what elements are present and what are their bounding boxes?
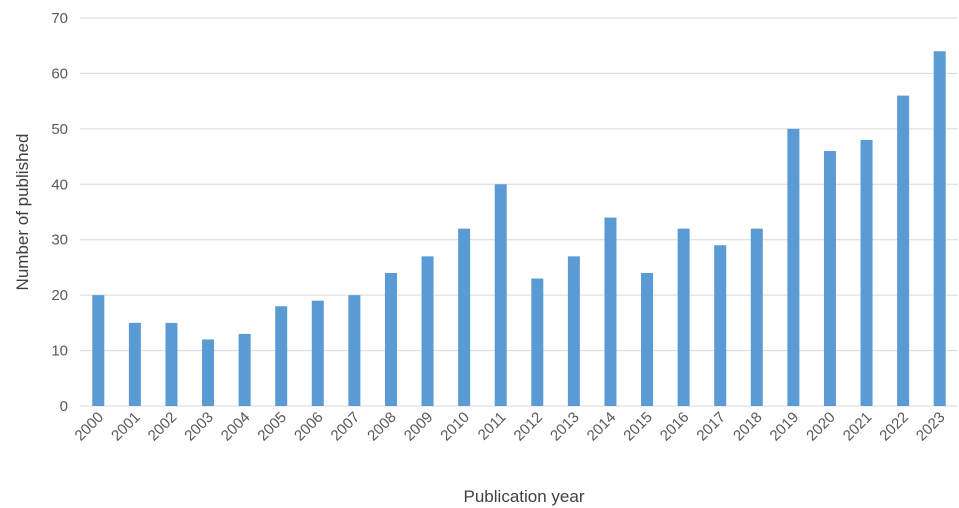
bars — [92, 51, 946, 406]
x-tick-labels: 2000 2001 2002 2003 2004 2005 2006 2007 2008 2009… — [71, 409, 948, 445]
bar-2002 — [165, 322, 178, 406]
x-tick-label: 2017 — [693, 409, 729, 445]
bar-2001 — [128, 322, 141, 406]
x-tick-label: 2022 — [876, 409, 912, 445]
bar-2016 — [677, 228, 690, 406]
bar-2021 — [860, 139, 873, 406]
grid-lines — [80, 17, 958, 407]
y-tick-label: 0 — [60, 398, 68, 415]
x-tick-label: 2007 — [328, 409, 364, 445]
y-tick-label: 20 — [51, 287, 68, 304]
bar-2010 — [458, 228, 471, 406]
x-tick-label: 2015 — [620, 409, 656, 445]
x-tick-label: 2010 — [437, 409, 473, 445]
bar-2004 — [238, 333, 251, 406]
x-tick-label: 2006 — [291, 409, 327, 445]
y-axis-title: Number of published — [13, 134, 32, 291]
x-tick-label: 2018 — [730, 409, 766, 445]
bar-2003 — [202, 339, 215, 406]
bar-2000 — [92, 295, 105, 406]
bar-2018 — [750, 228, 763, 406]
bar-2007 — [348, 295, 361, 406]
y-tick-labels: 0 10 20 30 40 50 60 70 — [51, 10, 68, 415]
x-tick-label: 2016 — [657, 409, 693, 445]
y-tick-label: 30 — [51, 232, 68, 249]
bar-2017 — [714, 245, 727, 406]
bar-2006 — [311, 300, 324, 406]
bar-2011 — [494, 184, 507, 406]
x-axis-title: Publication year — [464, 487, 585, 506]
bar-2023 — [933, 51, 946, 406]
y-tick-label: 50 — [51, 121, 68, 138]
x-tick-label: 2000 — [71, 409, 107, 445]
x-tick-label: 2009 — [401, 409, 437, 445]
x-tick-label: 2014 — [584, 409, 620, 445]
x-tick-label: 2023 — [913, 409, 949, 445]
bar-2020 — [823, 151, 836, 406]
y-tick-label: 40 — [51, 176, 68, 193]
bar-2019 — [787, 128, 800, 406]
x-tick-label: 2001 — [108, 409, 144, 445]
x-tick-label: 2021 — [840, 409, 876, 445]
x-tick-label: 2020 — [803, 409, 839, 445]
x-tick-label: 2011 — [475, 409, 510, 444]
x-tick-label: 2003 — [181, 409, 217, 445]
x-tick-label: 2013 — [547, 409, 583, 445]
y-tick-label: 60 — [51, 65, 68, 82]
x-tick-label: 2005 — [254, 409, 290, 445]
x-tick-label: 2002 — [145, 409, 181, 445]
bar-2014 — [604, 217, 617, 406]
x-tick-label: 2019 — [767, 409, 803, 445]
bar-2013 — [567, 256, 580, 406]
x-tick-label: 2012 — [510, 409, 546, 445]
y-tick-label: 10 — [51, 343, 68, 360]
y-tick-label: 70 — [51, 10, 68, 27]
bar-2009 — [421, 256, 434, 406]
bar-2015 — [641, 272, 654, 406]
bar-2008 — [384, 272, 397, 406]
bar-2005 — [275, 306, 288, 406]
x-tick-label: 2004 — [218, 409, 254, 445]
bar-2022 — [897, 95, 910, 406]
x-tick-label: 2008 — [364, 409, 400, 445]
bar-2012 — [531, 278, 544, 406]
